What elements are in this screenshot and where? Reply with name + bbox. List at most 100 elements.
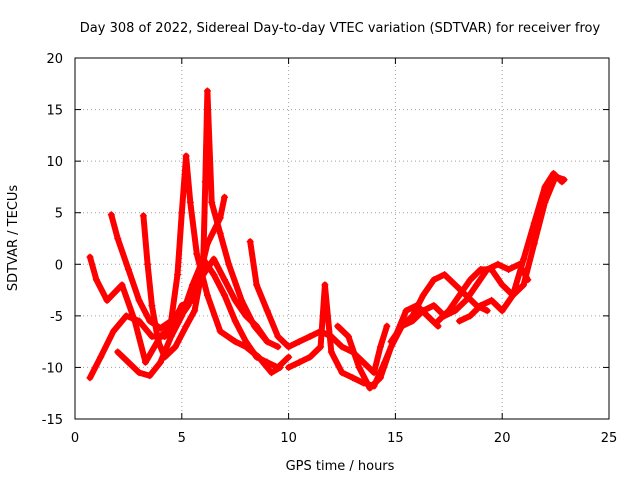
grid — [75, 58, 609, 419]
data-point — [263, 358, 271, 366]
data-point — [246, 238, 254, 246]
data-point — [92, 276, 100, 284]
data-point — [107, 211, 115, 219]
data-point — [488, 296, 496, 304]
data-point — [306, 353, 314, 361]
y-tick-label: 5 — [55, 207, 63, 222]
data-point — [167, 332, 175, 340]
x-axis-label: GPS time / hours — [286, 459, 395, 474]
x-tick-label: 25 — [601, 431, 618, 446]
series-sat-track-6 — [246, 238, 391, 377]
data-point — [148, 332, 156, 340]
data-point — [419, 307, 427, 315]
data-point — [445, 307, 453, 315]
data-point — [334, 322, 342, 330]
data-point — [498, 307, 506, 315]
data-point — [541, 183, 549, 191]
data-point — [210, 255, 218, 263]
series-sat-track-10 — [434, 173, 568, 325]
x-tick-label: 10 — [280, 431, 297, 446]
data-point — [216, 229, 224, 237]
data-point — [505, 265, 513, 273]
data-point — [462, 296, 470, 304]
series-sat-track-5 — [114, 255, 293, 380]
y-tick-label: 0 — [55, 258, 63, 273]
data-point — [201, 178, 209, 186]
data-point — [430, 276, 438, 284]
data-point — [263, 307, 271, 315]
data-point — [473, 281, 481, 289]
y-tick-label: -5 — [50, 310, 63, 325]
data-point — [124, 358, 132, 366]
data-point — [268, 369, 276, 377]
data-point — [221, 276, 229, 284]
data-point — [144, 260, 152, 268]
y-tick-label: -10 — [42, 361, 63, 376]
data-point — [451, 281, 459, 289]
data-point — [349, 374, 357, 382]
data-point — [366, 384, 374, 392]
data-point — [225, 260, 233, 268]
data-point — [359, 358, 367, 366]
data-point — [466, 276, 474, 284]
y-tick-label: -15 — [42, 413, 63, 428]
data-point — [376, 374, 384, 382]
data-point — [253, 281, 261, 289]
data-point — [355, 363, 363, 371]
series-trace — [140, 88, 271, 361]
series-trace — [388, 261, 531, 345]
data-point — [253, 353, 261, 361]
data-point — [408, 317, 416, 325]
data-point — [114, 235, 122, 242]
data-point — [285, 363, 293, 371]
data-point — [477, 302, 485, 310]
data-point — [193, 250, 201, 258]
data-point — [174, 271, 182, 279]
data-point — [370, 369, 378, 377]
data-point — [210, 271, 218, 279]
data-point — [338, 343, 346, 351]
data-point — [549, 170, 557, 178]
x-tick-label: 5 — [178, 431, 186, 446]
data-point — [285, 343, 293, 351]
data-point — [118, 281, 126, 289]
data-point — [530, 219, 538, 227]
data-point — [221, 193, 229, 201]
data-point — [509, 291, 517, 299]
data-point — [146, 372, 154, 380]
data-point — [419, 291, 427, 299]
data-point — [455, 317, 463, 325]
data-point — [306, 332, 314, 340]
data-point — [402, 307, 410, 315]
data-point — [327, 348, 335, 356]
series-trace — [285, 281, 442, 389]
data-point — [494, 260, 502, 268]
data-point — [135, 296, 143, 304]
data-point — [203, 87, 211, 95]
data-point — [154, 338, 162, 346]
data-point — [109, 327, 117, 335]
data-point — [231, 296, 239, 304]
data-point — [451, 307, 459, 315]
y-tick-label: 10 — [46, 155, 63, 170]
data-point — [423, 312, 431, 320]
data-point — [344, 332, 352, 340]
data-point — [86, 374, 94, 382]
data-point — [242, 338, 250, 346]
data-point — [161, 332, 169, 340]
data-point — [338, 369, 346, 377]
y-tick-label: 20 — [46, 52, 63, 67]
data-point — [488, 265, 496, 273]
data-point — [124, 265, 132, 273]
data-point — [103, 296, 111, 304]
data-point — [441, 271, 449, 279]
data-point — [321, 281, 329, 289]
data-point — [285, 353, 293, 361]
data-point — [231, 317, 239, 325]
data-point — [186, 198, 194, 206]
data-point — [156, 358, 164, 366]
data-point — [498, 281, 506, 289]
y-axis-label: SDTVAR / TECUs — [6, 185, 21, 292]
data-point — [114, 348, 122, 356]
